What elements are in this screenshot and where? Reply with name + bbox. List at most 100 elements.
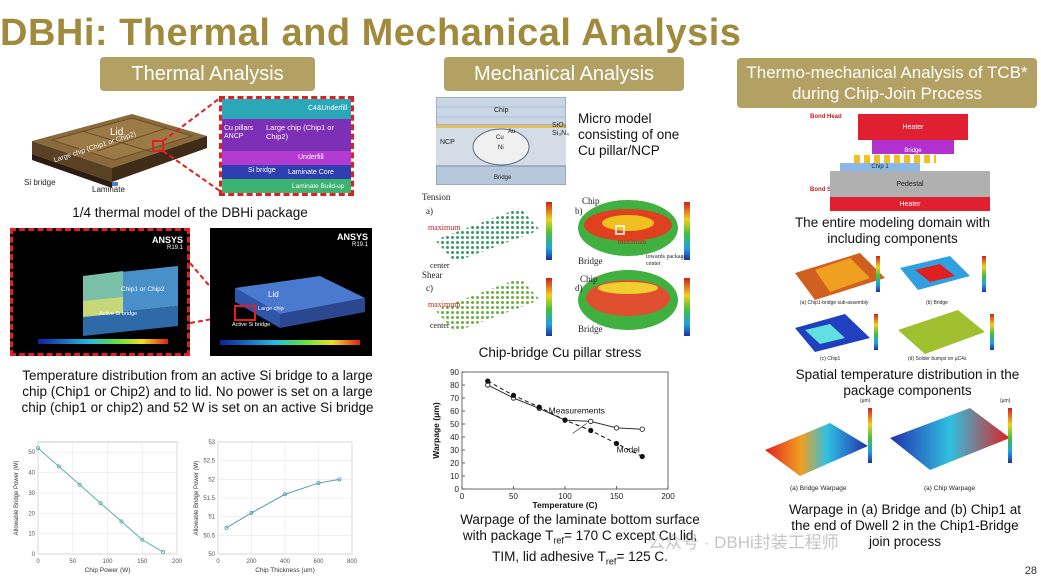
data-point [283, 492, 288, 497]
x-tick-label: 0 [460, 492, 465, 501]
large-chip-detail-label: Large chip (Chip1 or Chip2) [266, 123, 334, 141]
chip-label-b: Chip [582, 196, 600, 206]
si-bridge-label: Si bridge [24, 178, 56, 187]
data-point-model [485, 378, 491, 384]
bridge-label-d: Bridge [578, 324, 603, 334]
y-tick-label: 80 [450, 381, 459, 390]
legend-pointer [572, 423, 587, 434]
y-tick-label: 30 [28, 491, 35, 497]
laminate-buildup-label: Laminate Build-up [292, 183, 345, 190]
data-point [337, 477, 342, 482]
y-tick-label: 20 [450, 459, 459, 468]
x-tick-label: 50 [69, 559, 76, 565]
thermal-model-caption: 1/4 thermal model of the DBHi package [72, 205, 308, 220]
component-b-label: (b) Bridge [926, 300, 948, 306]
micro-chip-label: Chip [494, 107, 509, 114]
micro-model-caption: Micro model consisting of one Cu pillar/… [578, 111, 680, 158]
ansys-chip-label-left: Chip1 or Chip2 [121, 286, 165, 293]
y-tick-label: 52.5 [203, 459, 215, 465]
micro-au-label: Au [508, 129, 516, 135]
warpage-chart: 0 50 100 150 200 0 10 20 30 40 50 60 70 80 90 Measureme… [431, 368, 675, 510]
data-point [98, 501, 103, 506]
ansys-version-left: R19.1 [166, 245, 183, 251]
x-tick-label: 50 [509, 492, 518, 501]
chip-warpage-label: (a) Chip Warpage [924, 485, 976, 492]
y-tick-label: 53 [208, 440, 215, 446]
ansys-chip-label-right: Large chip [258, 306, 284, 312]
data-point-measurements [613, 425, 620, 431]
component-c-label: (c) Chip1 [820, 356, 841, 362]
y-tick-label: 10 [28, 532, 35, 538]
y-tick-label: 50 [450, 420, 459, 429]
data-point [161, 549, 166, 554]
ansys-result-right: ANSYS R19.1 Lid Large chip Active Si bri… [210, 228, 372, 356]
data-point [249, 510, 254, 515]
x-axis-label: Chip Power (W) [85, 567, 131, 574]
y-tick-label: 51.5 [203, 496, 215, 502]
towards-center-label: towards package center [646, 254, 687, 267]
laminate-core-label: Laminate Core [288, 169, 334, 176]
data-point-model [639, 453, 645, 460]
x-axis-label: Chip Thickness (um) [255, 567, 314, 574]
thermal-header: Thermal Analysis [100, 57, 315, 91]
y-tick-label: 30 [450, 446, 459, 455]
zoom-connector [152, 97, 221, 192]
ansys-result-left: ANSYS R19.1 Chip1 or Chip2 Active Si bri… [10, 228, 190, 356]
y-tick-label: 50 [208, 552, 215, 558]
center-label-a: center [430, 261, 450, 270]
tcb-domain-image: Bond Head Heater Bridge Chip 1 Bond Stag… [810, 112, 1010, 212]
chip-thickness-chart: 0 200 400 600 800 50 50.5 51 51.5 52 52.5 53 Chip Th… [194, 440, 358, 574]
panel-d-label: d) [575, 283, 583, 293]
data-point [316, 481, 321, 486]
y-tick-label: 60 [450, 407, 459, 416]
component-a-label: (a) Chip1-bridge sub-assembly [800, 300, 869, 306]
center-label-c: center [430, 321, 450, 330]
bridge-warpage-label: (a) Bridge Warpage [790, 485, 847, 492]
panel-a-label: a) [426, 206, 433, 216]
legend-measurements: Measurements [549, 405, 605, 415]
x-tick-label: 150 [610, 492, 624, 501]
package-3d-model: Lid Large chip (Chip1 or Chip2) Si bridg… [22, 96, 212, 196]
data-point [56, 464, 61, 469]
warpage-caption-line3: TIM, lid adhesive Tref= 125 C. [492, 548, 668, 567]
solder-bumps [854, 155, 936, 163]
y-tick-label: 10 [450, 472, 459, 481]
page-title: DBHi: Thermal and Mechanical Analysis [0, 12, 742, 54]
maximum-label-c: maximum [428, 300, 461, 309]
plot-frame [461, 371, 669, 490]
lid-label: Lid [110, 127, 124, 138]
micro-bridge-label: Bridge [494, 175, 512, 181]
ansys-version-right: R19.1 [351, 242, 368, 248]
x-tick-label: 800 [347, 559, 358, 565]
tcb-domain-caption: The entire modeling domain with includin… [794, 215, 991, 246]
y-axis-label: Warpage (μm) [431, 402, 441, 459]
y-tick-label: 52 [208, 477, 215, 483]
x-tick-label: 150 [137, 559, 148, 565]
cross-section-detail: C4&Underfill Cu pillars ANCP Large chip … [219, 96, 354, 196]
data-point [119, 519, 124, 524]
micro-cu-label: Cu [496, 135, 504, 141]
warp-unit-a: (µm) [860, 398, 871, 404]
data-point-measurements [588, 418, 594, 425]
x-tick-label: 600 [313, 559, 324, 565]
x-tick-label: 200 [661, 492, 675, 501]
laminate-label: Laminate [92, 185, 125, 194]
watermark: 公众号 · DBHi封装工程师 [648, 533, 839, 552]
stress-caption: Chip-bridge Cu pillar stress [478, 345, 642, 360]
shear-label: Shear [422, 270, 443, 280]
y-tick-label: 50 [28, 450, 35, 456]
y-axis-label: Allowable Bridge Power (W) [14, 461, 20, 536]
underfill-label: Underfill [298, 154, 324, 161]
y-tick-label: 70 [450, 394, 459, 403]
x-tick-label: 200 [246, 559, 257, 565]
ansys-lid-label: Lid [268, 290, 279, 299]
data-point [35, 446, 40, 451]
component-temperature-maps: (a) Chip1-bridge sub-assembly (b) Bridge… [790, 248, 1030, 366]
legend-model: Model [617, 445, 640, 455]
data-point-measurements [639, 426, 645, 432]
data-point [77, 482, 82, 487]
heater-bottom: Heater [830, 197, 990, 211]
micro-ni-label: Ni [498, 145, 504, 151]
sio2-label: SiO₂ [552, 122, 567, 129]
data-point-model [562, 417, 568, 423]
